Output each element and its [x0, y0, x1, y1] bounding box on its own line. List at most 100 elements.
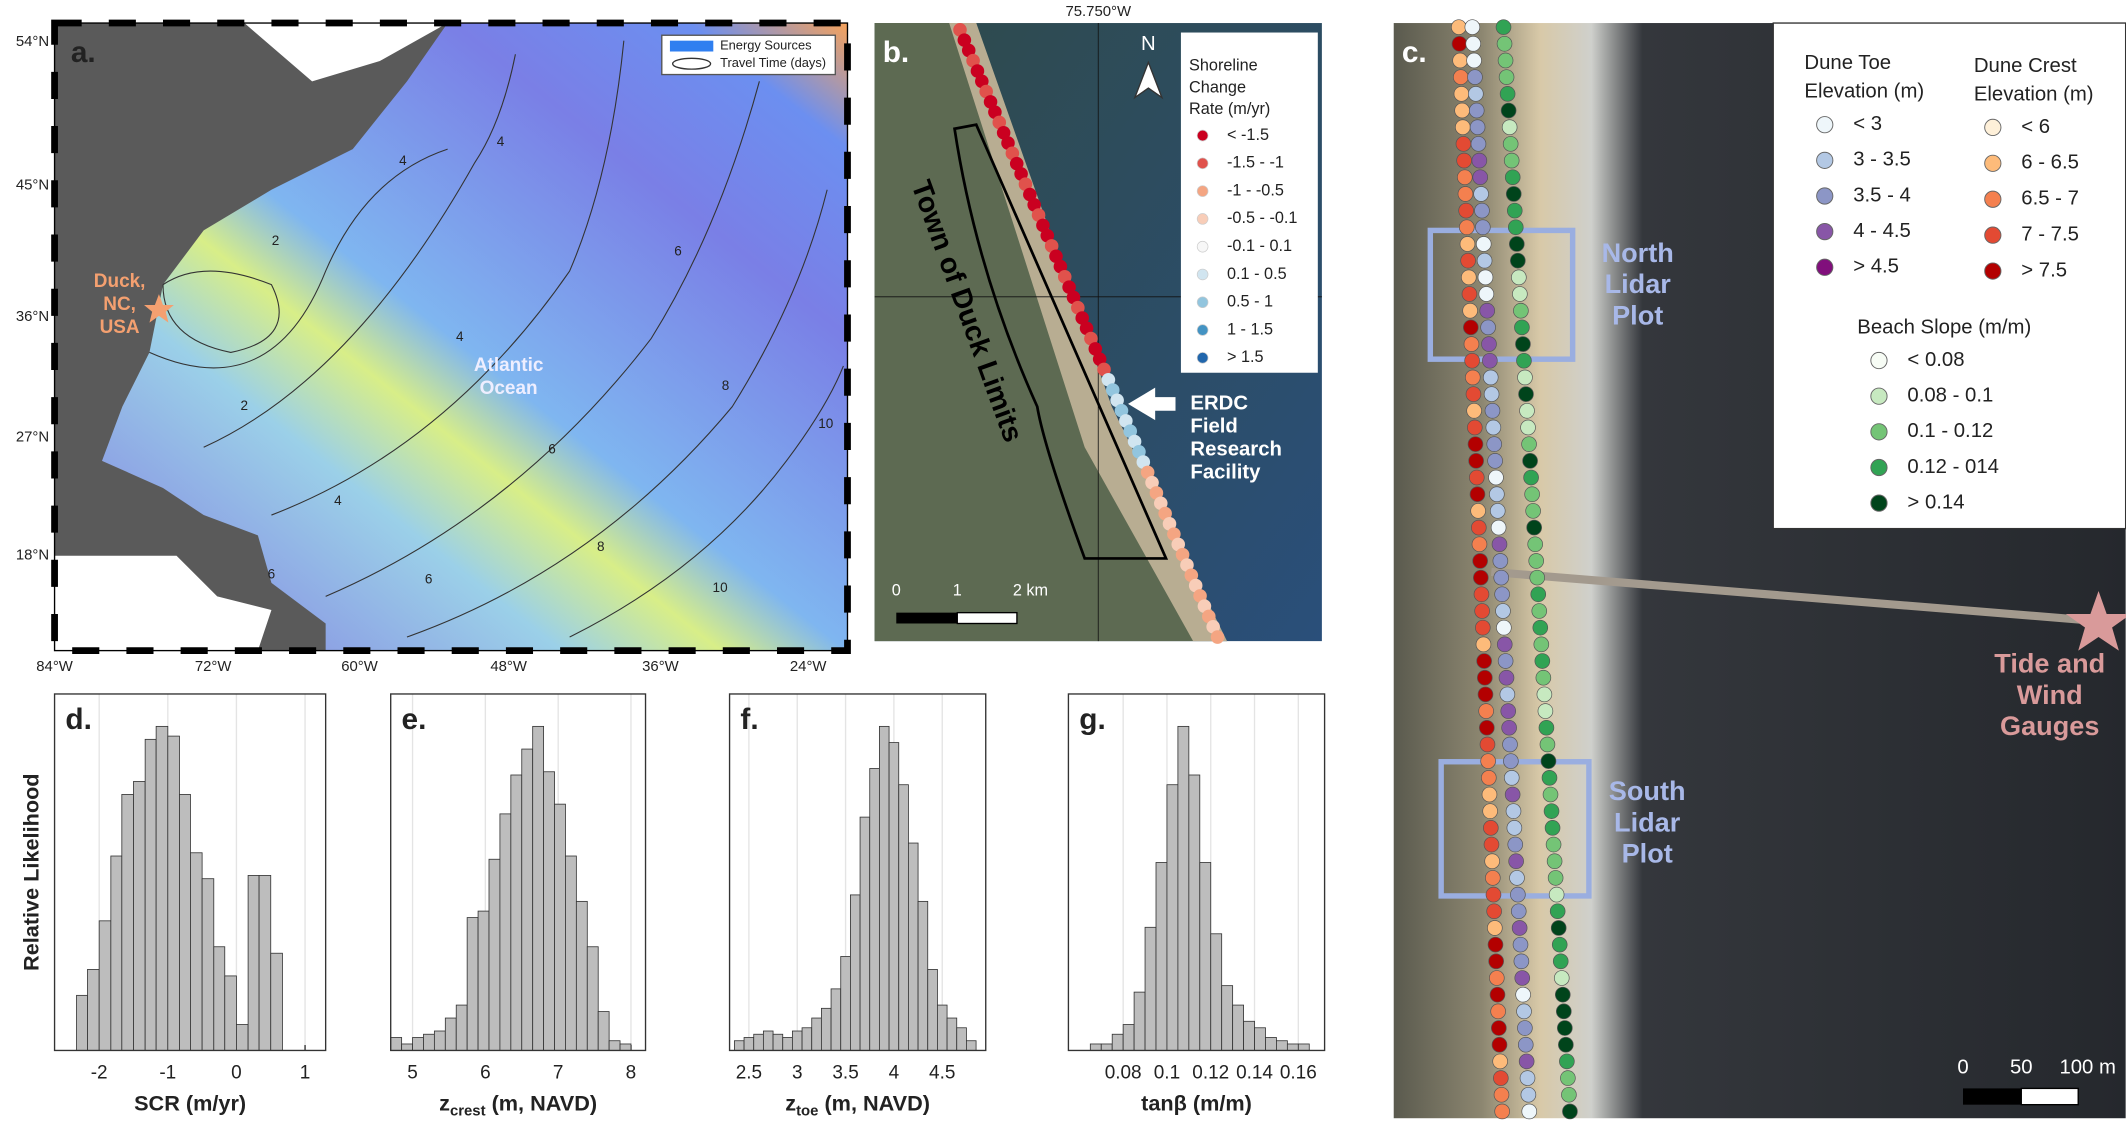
lat-tick-label: 36°N	[16, 309, 49, 325]
panel-b: 75.750°W Town of Duck Limits N b. Shorel…	[875, 4, 1322, 644]
profile-dot	[1458, 186, 1473, 201]
page: a. Energy Sources Travel Time (days) 54°…	[0, 0, 2126, 1125]
profile-dot	[1475, 203, 1490, 218]
bar	[111, 856, 122, 1050]
profile-dot	[1481, 320, 1496, 335]
x-axis-label-rest: (m, NAVD)	[818, 1090, 930, 1115]
profile-dot	[1466, 36, 1481, 51]
profile-dot	[1518, 370, 1533, 385]
bar	[937, 1005, 947, 1050]
profile-dot	[1554, 971, 1569, 986]
profile-dot	[1460, 237, 1475, 252]
profile-dot	[1528, 537, 1543, 552]
legend-swatch	[1817, 188, 1833, 204]
bar	[812, 1018, 822, 1050]
legend-label: 3 - 3.5	[1853, 149, 1911, 171]
profile-dot	[1491, 1004, 1506, 1019]
profile-dot	[1500, 687, 1515, 702]
contour-label: 4	[334, 493, 342, 508]
contour-label: 4	[456, 329, 464, 344]
profile-dot	[1550, 904, 1565, 919]
profile-dot	[1471, 520, 1486, 535]
x-axis-label-sub: toe	[796, 1103, 818, 1119]
profile-dot	[1474, 587, 1489, 602]
profile-dot	[1496, 620, 1511, 635]
bar	[763, 1031, 773, 1050]
bar	[190, 853, 202, 1051]
legend-label: 7 - 7.5	[2021, 224, 2079, 246]
profile-dot	[1514, 954, 1529, 969]
profile-dot	[1536, 670, 1551, 685]
profile-dot	[1465, 20, 1480, 35]
profile-dot	[1467, 403, 1482, 418]
x-tick-label: -1	[159, 1063, 176, 1084]
bar	[918, 901, 928, 1050]
profile-dot	[1489, 954, 1504, 969]
map-label: Tide and	[1994, 648, 2105, 679]
profile-dot	[1486, 887, 1501, 902]
legend-swatch	[1817, 224, 1833, 240]
profile-dot	[1531, 587, 1546, 602]
place-label: NC,	[103, 294, 136, 315]
profile-dot	[1467, 53, 1482, 68]
profile-dot	[1497, 637, 1512, 652]
profile-dot	[1517, 1004, 1532, 1019]
profile-dot	[1478, 687, 1493, 702]
profile-dot	[1508, 220, 1523, 235]
profile-dot	[1551, 920, 1566, 935]
profile-dot	[1511, 904, 1526, 919]
profile-dot	[1451, 20, 1466, 35]
profile-dot	[1527, 520, 1542, 535]
profile-dot	[1562, 1104, 1577, 1119]
facility-label: Research	[1190, 438, 1282, 460]
legend-swatch	[1985, 119, 2001, 135]
profile-dot	[1542, 770, 1557, 785]
bar	[598, 1012, 609, 1051]
map-label: Plot	[1622, 837, 1673, 868]
x-tick-label: 5	[407, 1063, 418, 1084]
bar	[831, 989, 841, 1051]
bar	[773, 1034, 783, 1050]
bar	[522, 749, 533, 1050]
x-tick-label: 6	[480, 1063, 491, 1084]
profile-dot	[1475, 220, 1490, 235]
profile-dot	[1519, 387, 1534, 402]
legend-label: 0.1 - 0.12	[1907, 420, 1993, 442]
legend-title: Elevation (m)	[1804, 81, 1924, 103]
x-tick-label: 2.5	[736, 1063, 762, 1084]
bar	[99, 921, 111, 1051]
legend-swatch	[1197, 297, 1208, 308]
profile-dot	[1498, 53, 1513, 68]
bar	[889, 743, 899, 1051]
bar	[899, 785, 909, 1051]
profile-dot	[1490, 503, 1505, 518]
bar	[214, 947, 225, 1051]
legend-label: -1.5 - -1	[1227, 154, 1284, 172]
x-axis-label-rest: (m, NAVD)	[486, 1090, 598, 1115]
profile-dot	[1494, 570, 1509, 585]
bar	[908, 843, 918, 1050]
map-label: Lidar	[1605, 268, 1672, 299]
profile-dot	[1505, 787, 1520, 802]
profile-dot	[1521, 1087, 1536, 1102]
legend-swatch	[1817, 117, 1833, 133]
bar	[1276, 1041, 1287, 1051]
profile-dot	[1493, 553, 1508, 568]
legend-title: Shoreline	[1189, 57, 1258, 75]
profile-dot	[1483, 370, 1498, 385]
contour-label: 2	[241, 398, 249, 413]
profile-dot	[1462, 287, 1477, 302]
profile-dot	[1479, 704, 1494, 719]
y-axis-label: Relative Likelihood	[19, 773, 44, 971]
profile-dot	[1495, 587, 1510, 602]
bar	[145, 739, 156, 1050]
scale-bar	[896, 613, 957, 624]
x-tick-label: 0.08	[1105, 1063, 1142, 1084]
panel-c: Beach Slope (m/m) c. Dune ToeElevation (…	[1394, 20, 2126, 1119]
profile-dot	[1459, 220, 1474, 235]
profile-dot	[1529, 553, 1544, 568]
profile-dot	[1499, 70, 1514, 85]
profile-dot	[1526, 503, 1541, 518]
scale-label: 2 km	[1013, 581, 1048, 599]
bar	[434, 1031, 445, 1050]
